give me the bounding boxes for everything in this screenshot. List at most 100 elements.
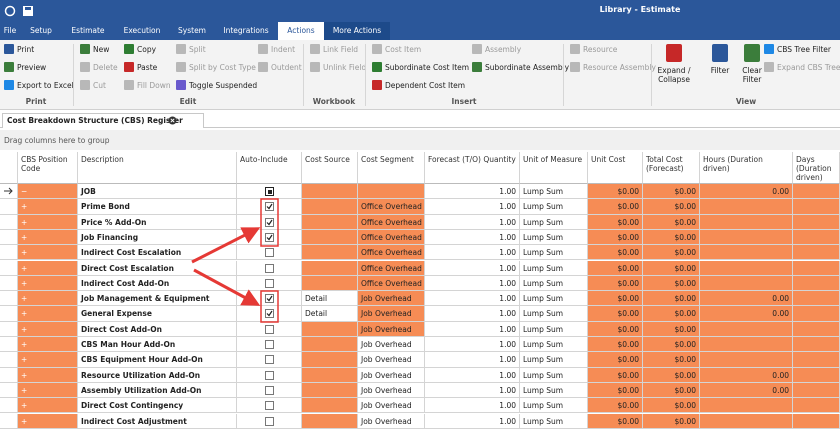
column-header[interactable]: Forecast (T/O) Quantity	[425, 152, 520, 184]
ribbon-button[interactable]: Delete	[80, 62, 118, 74]
grid-cell: Office Overhead	[358, 275, 425, 292]
expander[interactable]: +	[18, 382, 78, 399]
tab-close[interactable]	[168, 116, 177, 125]
ribbon-button[interactable]: Paste	[124, 62, 157, 74]
column-header[interactable]: Description	[78, 152, 237, 184]
menu-tab[interactable]: Integrations	[223, 26, 269, 35]
ribbon-button[interactable]: Export to Excel	[4, 80, 74, 92]
column-header[interactable]: Days (Duration driven)	[793, 152, 840, 184]
ribbon-large-button[interactable]: Expand / Collapse	[654, 42, 694, 94]
grid-cell: Lump Sum	[520, 382, 588, 399]
expander[interactable]: +	[18, 398, 78, 414]
expander[interactable]: −	[18, 184, 78, 200]
button-icon	[124, 80, 134, 90]
ribbon-button[interactable]: Resource	[570, 44, 617, 56]
expander[interactable]: +	[18, 306, 78, 322]
grid-cell	[700, 337, 793, 353]
menu-tab[interactable]: More Actions	[324, 22, 390, 40]
ribbon-large-button[interactable]: Clear Filter	[732, 42, 772, 94]
expander[interactable]: +	[18, 321, 78, 337]
ribbon-button[interactable]: Cost Item	[372, 44, 421, 56]
ribbon-button[interactable]: Subordinate Cost Item	[372, 62, 469, 74]
checkbox[interactable]	[265, 202, 274, 212]
ribbon-button[interactable]: Copy	[124, 44, 156, 56]
ribbon-button[interactable]: Fill Down	[124, 80, 171, 92]
grid-cell: 1.00	[425, 367, 520, 383]
menu-tab[interactable]: Setup	[30, 26, 52, 35]
grid-cell	[302, 321, 358, 337]
checkbox[interactable]	[265, 355, 274, 365]
expander[interactable]: +	[18, 352, 78, 368]
ribbon-button[interactable]: Resource Assembly	[570, 62, 656, 74]
menu-tab[interactable]: Estimate	[71, 26, 105, 35]
checkbox[interactable]	[265, 248, 274, 258]
checkbox[interactable]	[265, 294, 274, 304]
ribbon-button[interactable]: Dependent Cost Item	[372, 80, 465, 92]
ribbon-button[interactable]: Preview	[4, 62, 46, 74]
ribbon-button[interactable]: New	[80, 44, 109, 56]
ribbon-button[interactable]: CBS Tree Filter	[764, 44, 831, 56]
checkbox[interactable]	[265, 324, 274, 334]
checkbox[interactable]	[265, 217, 274, 227]
grid-cell: $0.00	[588, 291, 643, 307]
ribbon-button[interactable]: Split	[176, 44, 206, 56]
menu-tab[interactable]: File	[3, 26, 17, 35]
button-label: Link Field	[323, 45, 359, 54]
expander[interactable]: +	[18, 413, 78, 429]
header-cell	[0, 152, 18, 184]
grid-cell	[302, 352, 358, 368]
column-header[interactable]: Unit of Measure	[520, 152, 588, 184]
ribbon-button[interactable]: Split by Cost Type	[176, 62, 256, 74]
expander[interactable]: +	[18, 275, 78, 292]
checkbox[interactable]	[265, 187, 274, 196]
ribbon-button[interactable]: Expand CBS Tree	[764, 62, 840, 74]
expander[interactable]: +	[18, 199, 78, 215]
checkbox[interactable]	[265, 340, 274, 349]
ribbon-button[interactable]: Unlink Field	[310, 62, 366, 74]
ribbon-large-button[interactable]: Filter	[700, 42, 740, 94]
menu-tab[interactable]: Execution	[123, 26, 161, 35]
grid-cell: Direct Cost Add-On	[78, 321, 237, 337]
button-label: Resource Assembly	[583, 63, 656, 72]
grid-cell: $0.00	[643, 245, 700, 261]
menu-tab[interactable]: Actions	[278, 22, 324, 40]
column-header[interactable]: Unit Cost	[588, 152, 643, 184]
expander[interactable]: +	[18, 245, 78, 261]
ribbon-group-label: Workbook	[312, 97, 356, 106]
ribbon-button[interactable]: Outdent	[258, 62, 302, 74]
ribbon-button[interactable]: Toggle Suspended	[176, 80, 257, 92]
checkbox[interactable]	[265, 278, 274, 288]
checkbox[interactable]	[265, 232, 274, 242]
ribbon-button[interactable]: Indent	[258, 44, 295, 56]
checkbox[interactable]	[265, 263, 274, 273]
column-header[interactable]: CBS Position Code	[18, 152, 78, 184]
ribbon-button[interactable]: Print	[4, 44, 34, 56]
ribbon-button[interactable]: Cut	[80, 80, 106, 92]
grid-cell: 0.00	[700, 184, 793, 200]
expander[interactable]: +	[18, 337, 78, 353]
group-separator	[303, 44, 304, 106]
checkbox[interactable]	[265, 385, 274, 395]
menu-tab[interactable]: System	[178, 26, 206, 35]
ribbon-button[interactable]: Link Field	[310, 44, 358, 56]
column-header[interactable]: Hours (Duration driven)	[700, 152, 793, 184]
ribbon-button[interactable]: Assembly	[472, 44, 521, 56]
grid-cell	[793, 352, 840, 368]
expander[interactable]: +	[18, 229, 78, 246]
column-header[interactable]: Cost Source	[302, 152, 358, 184]
column-header[interactable]: Auto-Include	[237, 152, 302, 184]
expander[interactable]: +	[18, 367, 78, 383]
document-tab[interactable]: Cost Breakdown Structure (CBS) Register	[2, 113, 204, 128]
expander[interactable]: +	[18, 214, 78, 230]
column-header[interactable]: Cost Segment	[358, 152, 425, 184]
checkbox[interactable]	[265, 309, 274, 319]
checkbox[interactable]	[265, 401, 274, 411]
checkbox[interactable]	[265, 416, 274, 426]
expander[interactable]: +	[18, 291, 78, 307]
button-icon	[80, 62, 90, 72]
column-header[interactable]: Total Cost (Forecast)	[643, 152, 700, 184]
button-icon	[80, 44, 90, 54]
expander[interactable]: +	[18, 260, 78, 276]
ribbon-button[interactable]: Subordinate Assembly	[472, 62, 569, 74]
checkbox[interactable]	[265, 370, 274, 380]
